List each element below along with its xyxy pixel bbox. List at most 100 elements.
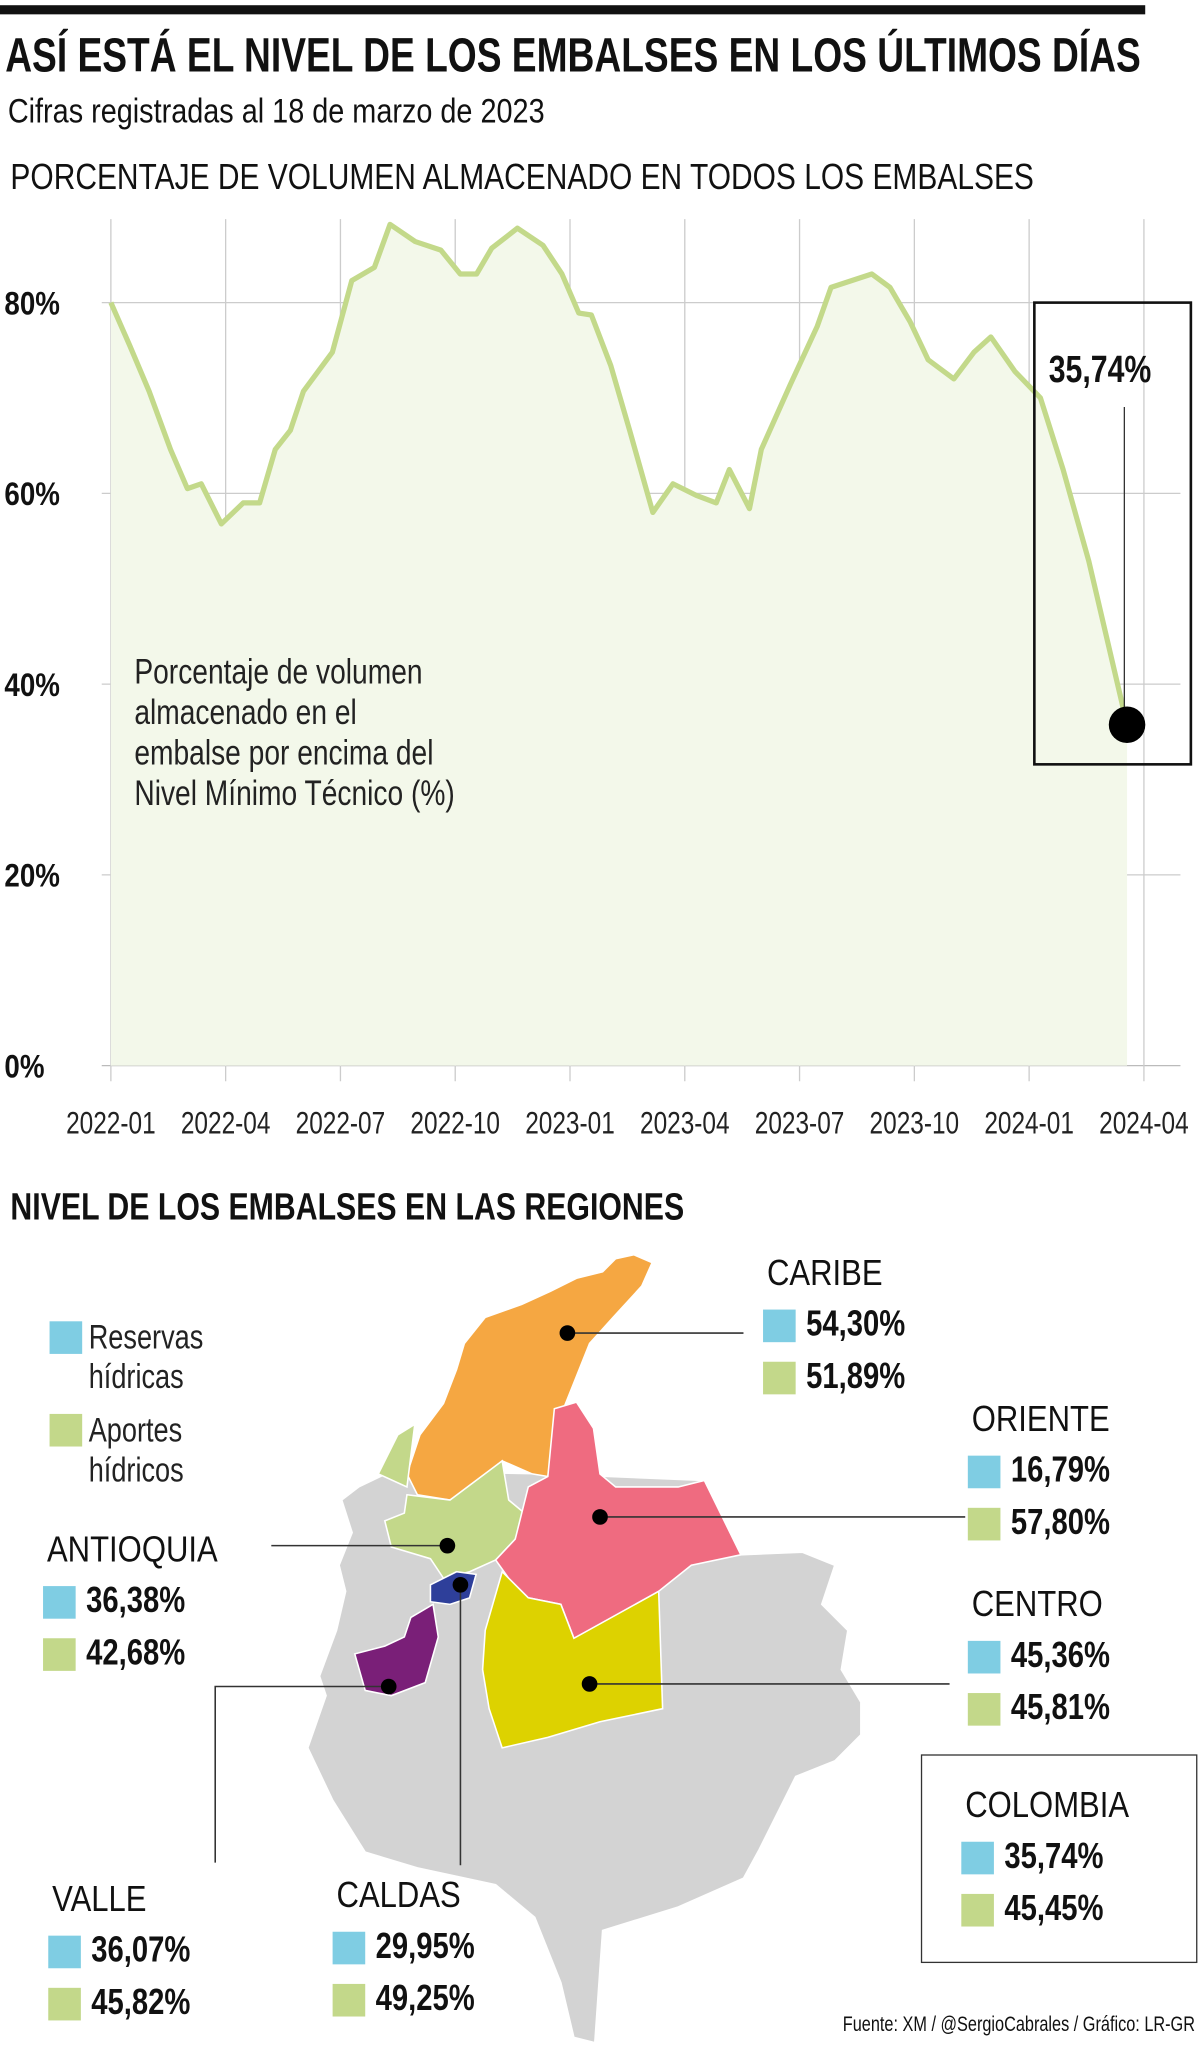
legend-reservas-2: hídricas xyxy=(89,1357,208,1397)
page-title-text: ASÍ ESTÁ EL NIVEL DE LOS EMBALSES EN LOS… xyxy=(5,28,1141,83)
value-aportes-centro: 45,81% xyxy=(1011,1687,1135,1729)
swatch-aportes-valle xyxy=(48,1987,81,2021)
value-reservas-oriente: 16,79% xyxy=(1011,1449,1135,1491)
source-text: Fuente: XM / @SergioCabrales / Gráfico: … xyxy=(842,2013,1195,2037)
value-text: 35,74% xyxy=(1004,1835,1104,1876)
value-aportes-caribe: 51,89% xyxy=(806,1355,930,1397)
value-aportes-antioquia: 42,68% xyxy=(86,1632,210,1674)
map-region-other xyxy=(306,1470,862,2044)
subtitle-text: Cifras registradas al 18 de marzo de 202… xyxy=(7,91,545,131)
top-rule xyxy=(0,5,1146,15)
area-fill xyxy=(110,224,1128,1066)
legend-text: hídricos xyxy=(88,1450,184,1490)
x-tick-label: 2022-10 xyxy=(410,1106,500,1141)
region-name-oriente: ORIENTE xyxy=(972,1398,1134,1440)
marker-antioquia xyxy=(439,1537,456,1554)
value-text: 45,36% xyxy=(1010,1634,1110,1675)
marker-oriente xyxy=(592,1509,608,1525)
value-text: 36,07% xyxy=(91,1929,191,1970)
value-reservas-centro: 45,36% xyxy=(1011,1634,1135,1676)
value-text: 16,79% xyxy=(1010,1449,1110,1490)
regions-title: NIVEL DE LOS EMBALSES EN LAS REGIONES xyxy=(10,1187,852,1230)
region-name-valle: VALLE xyxy=(52,1878,163,1920)
value-aportes-caldas: 49,25% xyxy=(376,1977,500,2019)
region-name-text: ANTIOQUIA xyxy=(46,1528,218,1570)
x-tick-label: 2023-07 xyxy=(755,1106,845,1141)
region-name-text: CENTRO xyxy=(971,1583,1103,1624)
value-text: 45,81% xyxy=(1010,1686,1110,1727)
legend-reservas: Reservas xyxy=(89,1317,232,1357)
y-tick-label: 20% xyxy=(4,859,60,895)
x-tick-label: 2024-01 xyxy=(984,1106,1074,1141)
region-name-text: COLOMBIA xyxy=(965,1784,1130,1825)
map-region-oriente xyxy=(494,1401,743,1640)
map-region-antioquia xyxy=(377,1422,416,1489)
region-name-text: VALLE xyxy=(52,1878,147,1919)
value-reservas-caribe: 54,30% xyxy=(806,1303,930,1345)
marker-caribe xyxy=(559,1325,576,1341)
region-name-text: CARIBE xyxy=(766,1252,883,1293)
legend-swatch-reservas xyxy=(49,1321,83,1354)
swatch-reservas-caribe xyxy=(763,1309,796,1343)
x-tick-label: 2024-04 xyxy=(1099,1106,1189,1141)
swatch-aportes-caribe xyxy=(763,1361,796,1395)
value-aportes-valle: 45,82% xyxy=(91,1981,215,2023)
marker-caldas xyxy=(452,1576,469,1593)
highlight-box xyxy=(1033,301,1193,766)
swatch-aportes-antioquia xyxy=(43,1638,76,1671)
annotation-line: almacenado en el xyxy=(134,692,357,732)
value-text: 57,80% xyxy=(1010,1501,1110,1542)
marker-valle xyxy=(380,1678,397,1695)
swatch-reservas-colombia xyxy=(961,1841,994,1875)
annotation-line: embalse por encima del xyxy=(134,733,434,773)
value-text: 29,95% xyxy=(375,1925,475,1966)
y-tick-label: 80% xyxy=(4,286,60,322)
value-text: 45,45% xyxy=(1004,1887,1104,1928)
value-text: 51,89% xyxy=(806,1355,906,1396)
swatch-reservas-caldas xyxy=(332,1931,366,1965)
region-name-text: ORIENTE xyxy=(971,1398,1110,1439)
map-region-valle xyxy=(353,1603,440,1697)
region-name-caribe: CARIBE xyxy=(767,1252,903,1294)
x-tick-label: 2022-01 xyxy=(66,1106,156,1141)
swatch-reservas-valle xyxy=(48,1935,81,1969)
region-name-centro: CENTRO xyxy=(972,1583,1126,1625)
value-reservas-antioquia: 36,38% xyxy=(86,1580,210,1622)
map-region-centro xyxy=(481,1570,664,1749)
y-tick-label: 40% xyxy=(4,668,60,704)
leader-line-valle xyxy=(214,1685,389,1863)
y-tick-label: 0% xyxy=(4,1049,44,1085)
highlight-value: 35,74% xyxy=(1049,350,1177,393)
last-value-dot xyxy=(1108,706,1146,744)
subtitle: Cifras registradas al 18 de marzo de 202… xyxy=(8,91,640,131)
swatch-reservas-centro xyxy=(967,1640,1001,1674)
swatch-aportes-centro xyxy=(967,1693,1001,1726)
legend-aportes: Aportes xyxy=(89,1410,206,1450)
swatch-reservas-antioquia xyxy=(43,1586,76,1619)
x-tick-label: 2022-07 xyxy=(296,1106,386,1141)
x-tick-label: 2023-04 xyxy=(640,1106,730,1141)
chart-title-text: PORCENTAJE DE VOLUMEN ALMACENADO EN TODO… xyxy=(10,156,1034,197)
map-region-caribe xyxy=(406,1253,654,1501)
annotation-line: Porcentaje de volumen xyxy=(134,652,423,692)
swatch-aportes-oriente xyxy=(967,1507,1001,1541)
value-text: 49,25% xyxy=(375,1977,475,2018)
highlight-value-text: 35,74% xyxy=(1048,349,1152,392)
value-text: 54,30% xyxy=(806,1303,906,1344)
region-name-caldas: CALDAS xyxy=(337,1874,483,1916)
x-tick-label: 2023-10 xyxy=(870,1106,960,1141)
value-aportes-colombia: 45,45% xyxy=(1004,1887,1128,1929)
legend-swatch-aportes xyxy=(49,1413,83,1447)
series-line xyxy=(108,221,1130,726)
chart-annotation: Porcentaje de volumen almacenado en el e… xyxy=(134,652,535,814)
value-text: 45,82% xyxy=(91,1981,191,2022)
regions-title-text: NIVEL DE LOS EMBALSES EN LAS REGIONES xyxy=(10,1186,685,1229)
y-tick-label: 60% xyxy=(4,477,60,513)
value-reservas-valle: 36,07% xyxy=(91,1929,215,1971)
legend-text: hídricas xyxy=(88,1356,184,1396)
value-reservas-colombia: 35,74% xyxy=(1004,1835,1128,1877)
source-note: Fuente: XM / @SergioCabrales / Gráfico: … xyxy=(743,2013,1195,2037)
chart-title: PORCENTAJE DE VOLUMEN ALMACENADO EN TODO… xyxy=(10,157,1200,199)
